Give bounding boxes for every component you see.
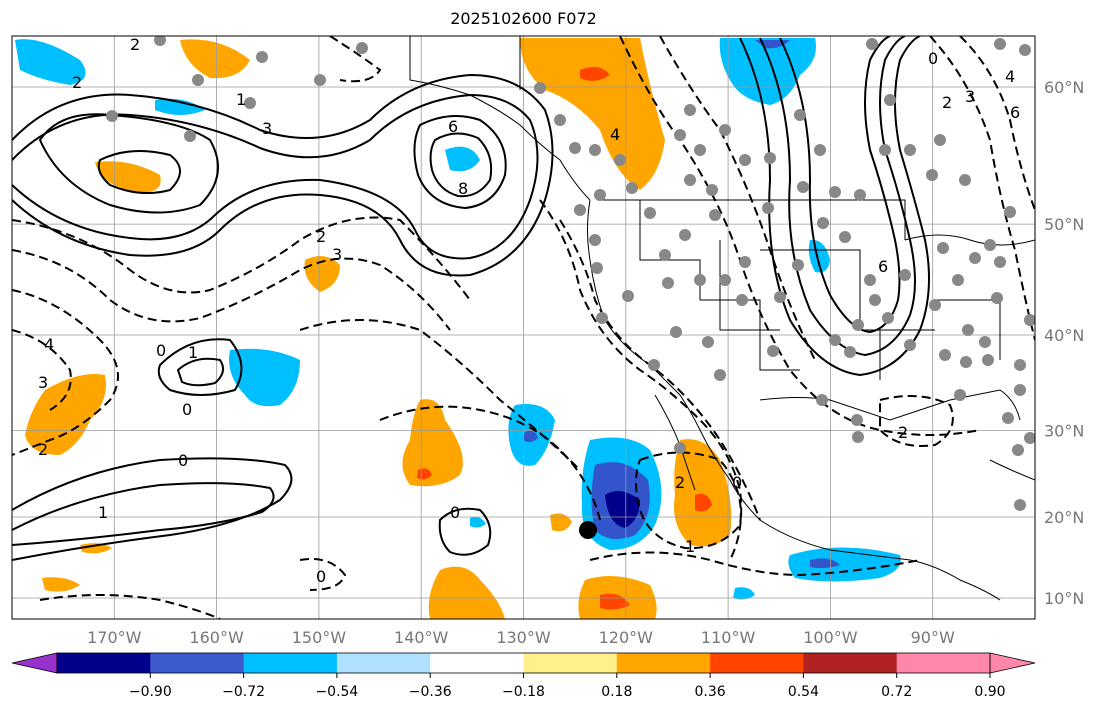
- contour-label: 0: [156, 341, 166, 360]
- contour-label: 4: [610, 125, 620, 144]
- colorbar-segment: [57, 653, 151, 673]
- contour-label: 0: [182, 400, 192, 419]
- colorbar-segment: [523, 653, 618, 673]
- contour-label: 0: [450, 503, 460, 522]
- contour-label: 0: [316, 567, 326, 586]
- contour-label: 8: [458, 179, 468, 198]
- contour-label: 4: [1005, 67, 1015, 86]
- longitude-tick-label: 110°W: [701, 628, 756, 647]
- colorbar-ticks: −0.90 −0.72 −0.54 −0.36 −0.18 0.18 0.36 0.54 0.7…: [129, 673, 1006, 700]
- colorbar-segment: [336, 653, 431, 673]
- contour-label: 6: [1010, 103, 1020, 122]
- colorbar-segment: [430, 653, 524, 673]
- colorbar-tick-label: −0.36: [409, 684, 452, 700]
- contour-label: 2: [72, 73, 82, 92]
- colorbar-segment: [616, 653, 711, 673]
- colorbar-tick-label: 0.36: [695, 684, 726, 700]
- contour-label: 2: [675, 473, 685, 492]
- contour-label: 2: [130, 35, 140, 54]
- colorbar-tick-label: −0.90: [129, 684, 172, 700]
- colorbar-segment: [710, 653, 804, 673]
- colorbar-tick-label: 0.72: [881, 684, 912, 700]
- contour-label: 2: [38, 440, 48, 459]
- longitude-tick-label: 170°W: [87, 628, 142, 647]
- contour-label: 1: [188, 343, 198, 362]
- colorbar-segment: [896, 653, 991, 673]
- contour-label: 3: [965, 87, 975, 106]
- contour-label: 2: [942, 93, 952, 112]
- colorbar-tick-label: −0.18: [502, 684, 545, 700]
- longitude-tick-label: 100°W: [803, 628, 858, 647]
- storm-position-marker: [579, 521, 597, 539]
- colorbar-tick-label: 0.90: [974, 684, 1005, 700]
- map-frame: [11, 35, 1036, 620]
- colorbar-tick-label: 0.18: [601, 684, 632, 700]
- contour-label: 0: [178, 451, 188, 470]
- contour-label: 3: [262, 119, 272, 138]
- latitude-tick-label: 10°N: [1044, 589, 1084, 608]
- latitude-tick-label: 30°N: [1044, 422, 1084, 441]
- contour-label: 6: [448, 117, 458, 136]
- contour-label: 3: [38, 373, 48, 392]
- colorbar-min-extension: [11, 652, 58, 674]
- colorbar-segment: [243, 653, 338, 673]
- longitude-tick-label: 140°W: [394, 628, 449, 647]
- grid-lines: [12, 36, 1035, 619]
- contour-label: 0: [732, 473, 742, 492]
- anomaly-shading: [15, 38, 901, 619]
- contour-label: 1: [236, 90, 246, 109]
- contour-label: 6: [878, 257, 888, 276]
- contour-label: 3: [332, 245, 342, 264]
- contour-label: 4: [44, 335, 54, 354]
- longitude-tick-label: 130°W: [496, 628, 551, 647]
- longitude-tick-label: 160°W: [189, 628, 244, 647]
- longitude-tick-label: 90°W: [911, 628, 955, 647]
- colorbar-segment: [150, 653, 245, 673]
- longitude-tick-label: 120°W: [599, 628, 654, 647]
- map-title: 2025102600 F072: [450, 9, 597, 28]
- contour-labels: 2 2 1 3 6 8 4 2 3 4 3 2 0 1 0 0 1 0 0 2 …: [38, 35, 1020, 586]
- colorbar-tick-label: 0.54: [788, 684, 819, 700]
- contour-label: 1: [98, 503, 108, 522]
- longitude-labels: 170°W 160°W 150°W 140°W 130°W 120°W 110°W 100°W…: [87, 628, 955, 647]
- longitude-tick-label: 150°W: [292, 628, 347, 647]
- latitude-tick-label: 40°N: [1044, 326, 1084, 345]
- contour-label: 2: [898, 423, 908, 442]
- latitude-tick-label: 20°N: [1044, 508, 1084, 527]
- colorbar-tick-label: −0.72: [222, 684, 265, 700]
- colorbar-tick-label: −0.54: [315, 684, 358, 700]
- latitude-tick-label: 50°N: [1044, 215, 1084, 234]
- colorbar-max-extension: [989, 652, 1036, 674]
- colorbar-segment: [803, 653, 898, 673]
- contour-label: 1: [685, 537, 695, 556]
- contour-label: 0: [928, 49, 938, 68]
- significance-dots: [106, 36, 1035, 511]
- latitude-tick-label: 60°N: [1044, 78, 1084, 97]
- latitude-labels: 60°N 50°N 40°N 30°N 20°N 10°N: [1044, 78, 1084, 608]
- colorbar: [11, 652, 1036, 674]
- dashed-contours: [12, 36, 1035, 619]
- contour-label: 2: [316, 227, 326, 246]
